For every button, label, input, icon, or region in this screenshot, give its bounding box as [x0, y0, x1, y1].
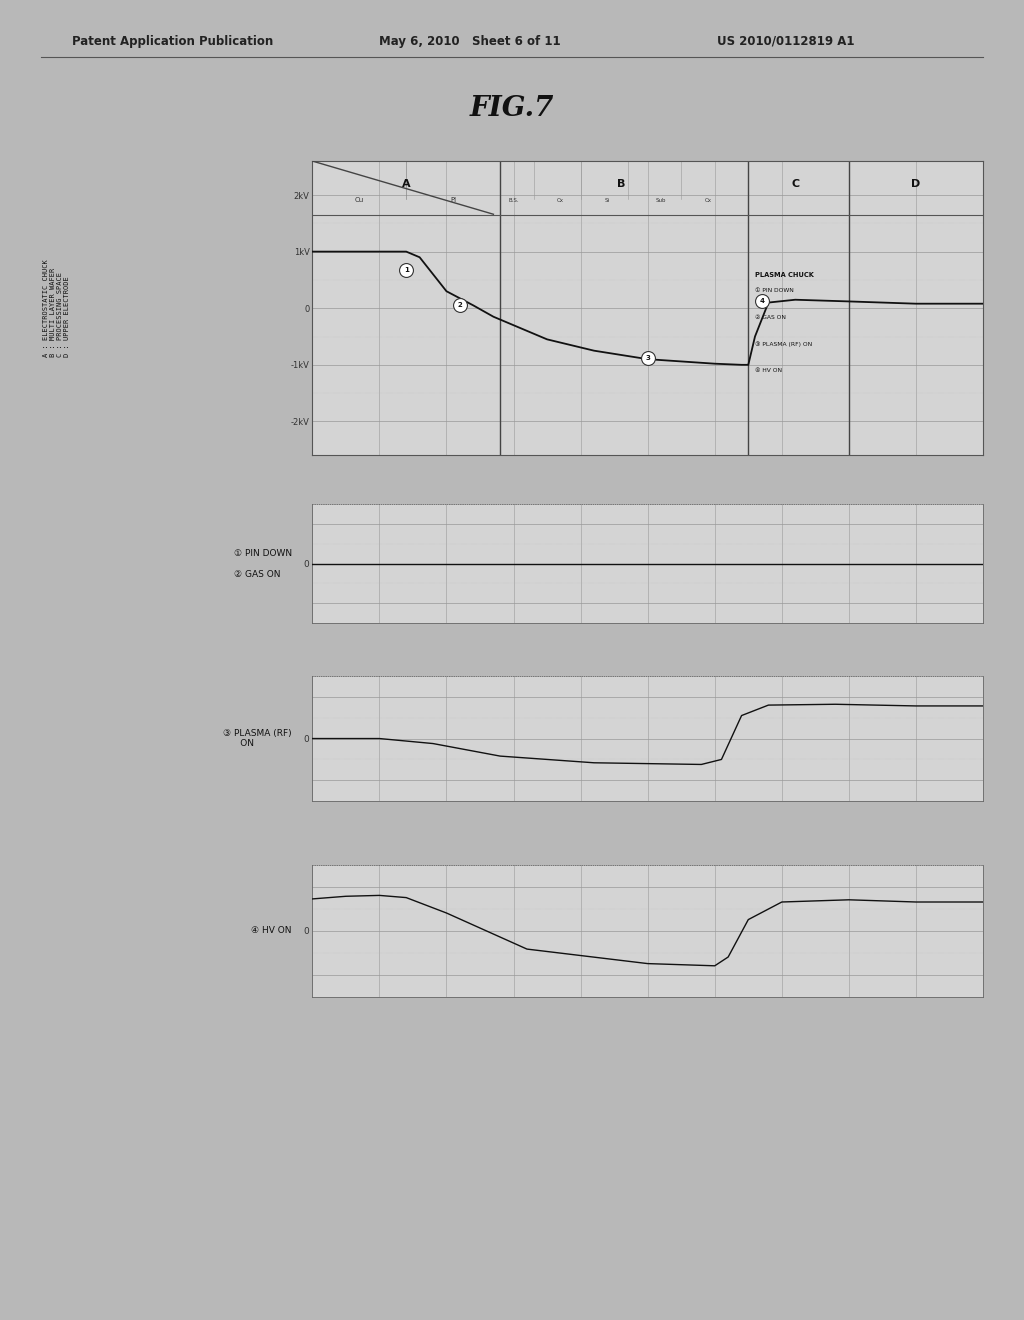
Text: A: A: [401, 178, 411, 189]
Text: B: B: [616, 178, 625, 189]
Text: ② GAS ON: ② GAS ON: [755, 315, 785, 319]
Text: B.S.: B.S.: [508, 198, 519, 203]
Text: ① PIN DOWN: ① PIN DOWN: [755, 288, 794, 293]
Text: 1: 1: [403, 267, 409, 273]
Text: PLASMA CHUCK: PLASMA CHUCK: [755, 272, 814, 279]
Text: 2: 2: [458, 302, 462, 309]
Text: 4: 4: [759, 298, 764, 305]
Text: Sub: Sub: [655, 198, 667, 203]
Text: Patent Application Publication: Patent Application Publication: [72, 34, 273, 48]
Text: ④ HV ON: ④ HV ON: [251, 927, 292, 935]
Text: Pl: Pl: [451, 198, 457, 203]
Text: Si: Si: [605, 198, 610, 203]
Text: A : ELECTROSTATIC CHUCK
B : MULTI LAYER WAFER
C : PROCESSING SPACE
D : UPPER ELE: A : ELECTROSTATIC CHUCK B : MULTI LAYER …: [43, 259, 70, 358]
Text: ③ PLASMA (RF)
      ON: ③ PLASMA (RF) ON: [223, 729, 292, 748]
Text: ① PIN DOWN

② GAS ON: ① PIN DOWN ② GAS ON: [233, 549, 292, 578]
Text: US 2010/0112819 A1: US 2010/0112819 A1: [717, 34, 854, 48]
Text: D: D: [911, 178, 921, 189]
Text: 3: 3: [645, 355, 650, 362]
Text: Cx: Cx: [557, 198, 564, 203]
Text: ③ PLASMA (RF) ON: ③ PLASMA (RF) ON: [755, 341, 812, 347]
Text: ④ HV ON: ④ HV ON: [755, 368, 782, 374]
Text: May 6, 2010   Sheet 6 of 11: May 6, 2010 Sheet 6 of 11: [379, 34, 560, 48]
Text: C: C: [792, 178, 800, 189]
Text: FIG.7: FIG.7: [470, 95, 554, 123]
Text: Cx: Cx: [705, 198, 712, 203]
Text: Cu: Cu: [354, 198, 364, 203]
